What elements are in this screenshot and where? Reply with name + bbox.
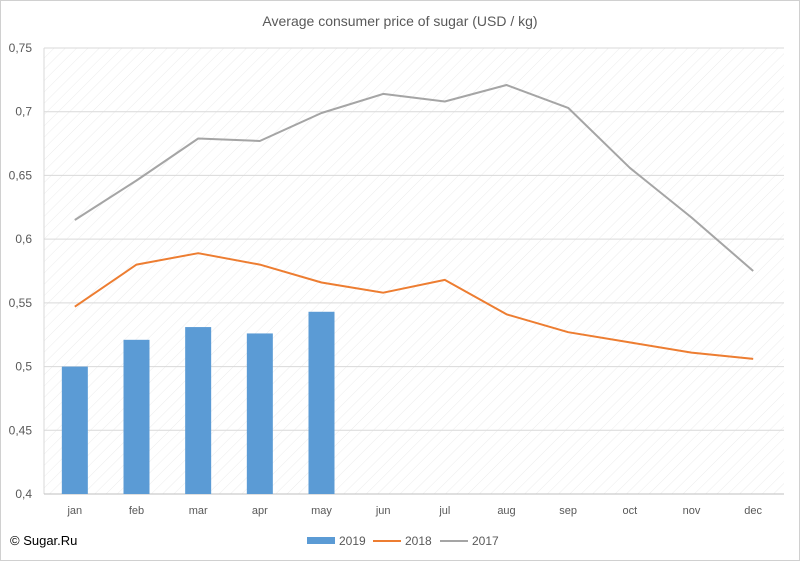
bar-2019-may [308, 311, 335, 494]
series-line-2017 [74, 84, 754, 272]
y-tick-label: 0,65 [9, 168, 33, 182]
y-tick-label: 0,5 [15, 360, 32, 374]
y-tick-label: 0,45 [9, 423, 33, 437]
legend-label-2019: 2019 [339, 534, 366, 548]
legend-swatch-2019 [307, 537, 335, 544]
series-line-2018 [74, 252, 754, 360]
legend-label-2018: 2018 [405, 534, 432, 548]
x-tick-label: nov [683, 505, 701, 517]
bar-2019-mar [185, 327, 212, 494]
bar-2019-jan [61, 366, 88, 494]
bar-2019-apr [246, 333, 273, 494]
y-tick-label: 0,55 [9, 296, 33, 310]
x-tick-label: aug [497, 505, 515, 517]
x-tick-label: oct [622, 505, 637, 517]
x-tick-label: may [311, 505, 332, 517]
x-tick-label: jul [438, 505, 450, 517]
plot-area [44, 48, 784, 494]
bar-2019-feb [123, 339, 150, 494]
y-tick-label: 0,75 [9, 41, 33, 55]
y-tick-label: 0,6 [15, 232, 32, 246]
y-tick-label: 0,7 [15, 105, 32, 119]
x-tick-label: feb [129, 505, 144, 517]
x-tick-label: sep [559, 505, 577, 517]
x-tick-label: dec [744, 505, 762, 517]
copyright-text: © Sugar.Ru [10, 533, 78, 548]
x-tick-label: apr [252, 505, 268, 517]
chart-title: Average consumer price of sugar (USD / k… [262, 13, 537, 29]
x-tick-label: mar [189, 505, 208, 517]
legend-label-2017: 2017 [472, 534, 499, 548]
x-tick-label: jan [66, 505, 82, 517]
y-tick-label: 0,4 [15, 487, 32, 501]
x-tick-label: jun [375, 505, 391, 517]
